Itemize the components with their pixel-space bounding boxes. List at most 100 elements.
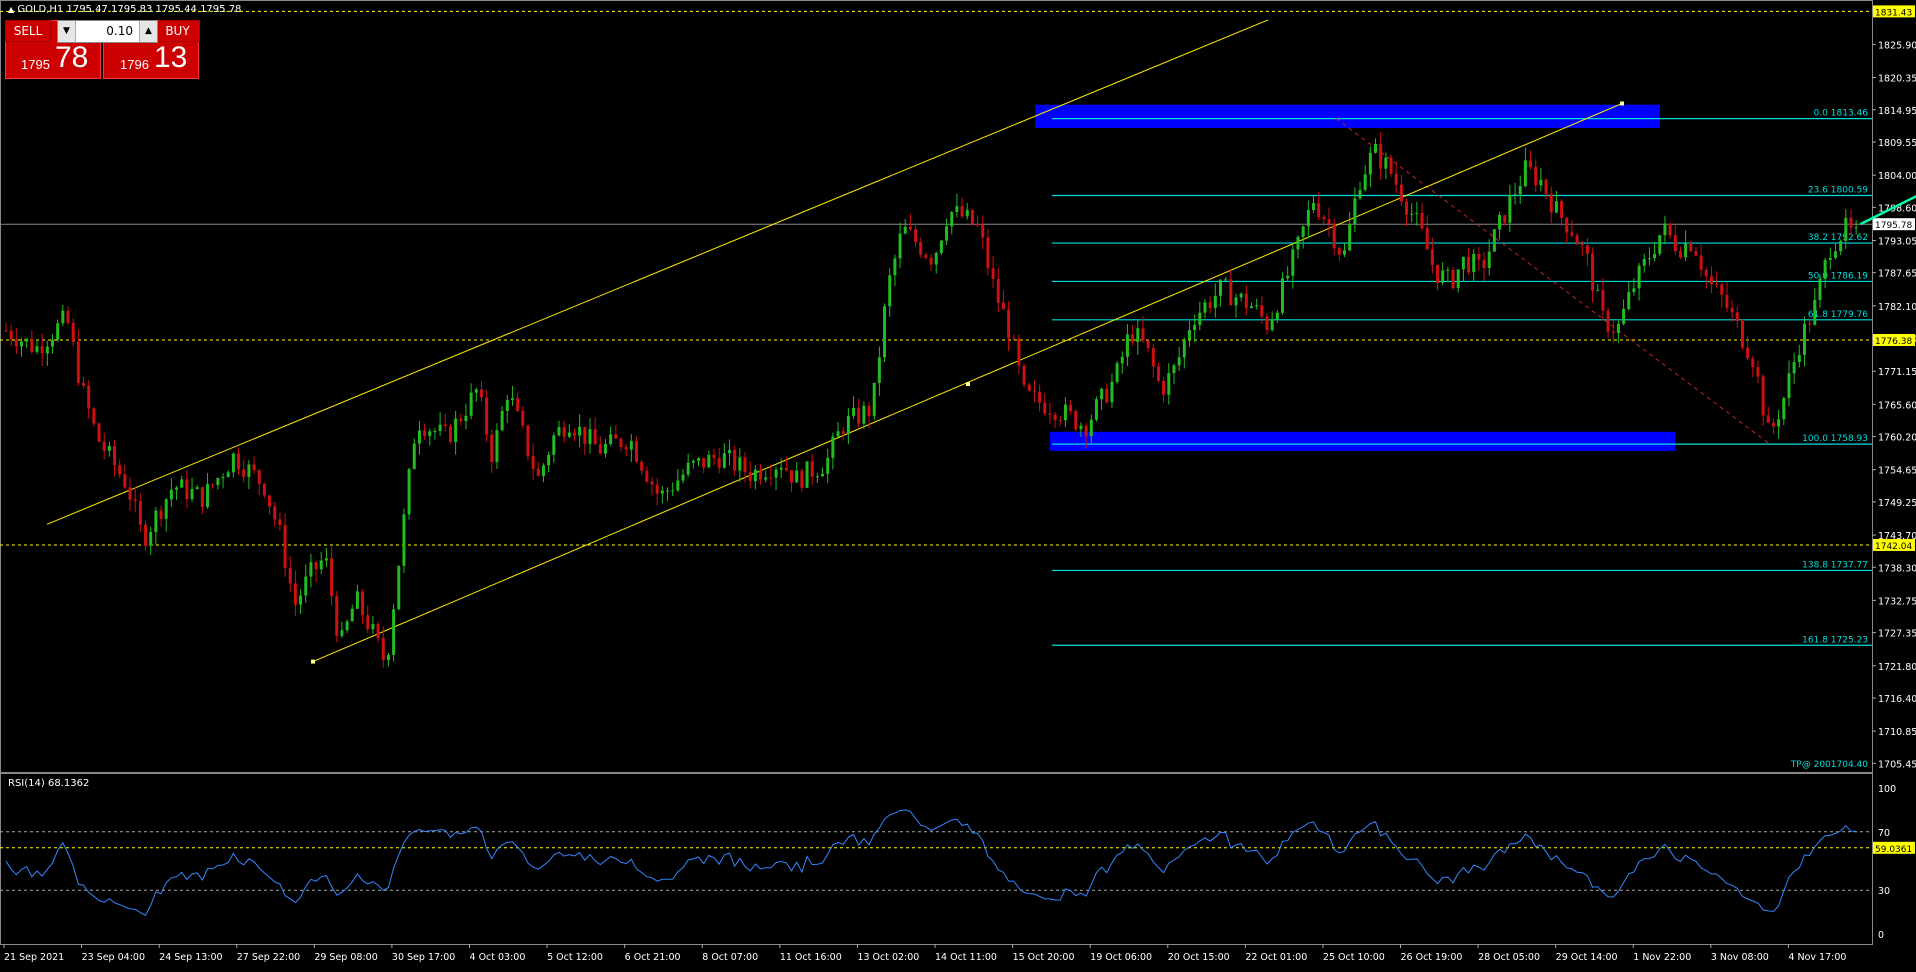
candle-body [1374,143,1378,153]
candle-body [1125,334,1129,357]
candle-body [1131,334,1135,343]
y-tick-label: 1798.60 [1878,203,1916,214]
candle-body [1007,309,1011,339]
candle-body [1105,388,1109,403]
candle-body [1043,402,1047,414]
candle-body [965,209,969,217]
candle-body [190,489,194,500]
candle-body [516,398,520,411]
price-tag-box [1873,333,1915,346]
candle-body [66,310,70,323]
price-tag-label: 1776.38 [1875,337,1912,347]
lot-increase-icon[interactable]: ▲ [139,21,157,42]
sell-button[interactable]: SELL [5,20,51,42]
candle-body [728,449,732,454]
candle-body [1120,356,1124,364]
candle-body [1689,243,1693,252]
lot-size-field[interactable]: ▼ 0.10 ▲ [57,20,158,43]
candle-body [784,467,788,471]
candle-body [175,487,179,490]
candle-body [1585,245,1589,254]
candle-body [247,464,251,477]
candle-body [960,206,964,217]
candle-body [1379,143,1383,169]
candle-body [1203,302,1207,313]
x-tick-label: 28 Oct 05:00 [1478,952,1540,963]
candle-body [883,306,887,358]
candle-body [330,558,334,597]
candle-body [314,562,318,570]
y-tick-label: 1814.95 [1878,106,1916,117]
candle-body [645,470,649,482]
y-tick-label: 1809.55 [1878,138,1916,149]
candle-body [593,429,597,445]
x-tick-label: 24 Sep 13:00 [159,952,222,963]
demand-zone [1050,431,1675,451]
candle-body [857,407,861,424]
candle-body [526,425,530,457]
candle-body [862,405,866,424]
candle-body [237,453,241,470]
candle-body [691,460,695,463]
candle-body [893,258,897,276]
candle-body [56,323,60,340]
candle-body [221,477,225,479]
candle-body [1797,354,1801,363]
candle-body [624,447,628,450]
chart-menu-icon[interactable]: ▲ [8,5,15,14]
candle-body [774,469,778,478]
candle-body [402,514,406,566]
candle-body [154,510,158,533]
candle-body [35,346,39,352]
candle-body [1167,373,1171,395]
candle-body [1477,253,1481,260]
buy-button[interactable]: BUY [155,20,200,42]
price-tag-label: 1742.04 [1875,542,1912,552]
candle-body [293,583,297,605]
x-tick-label: 29 Oct 14:00 [1556,952,1618,963]
candle-body [1012,338,1016,340]
candle-body [1058,419,1062,421]
candle-body [1053,414,1057,420]
candle-body [1467,256,1471,273]
channel-anchor-point [311,659,315,664]
y-tick-label: 1754.65 [1878,466,1916,477]
lot-decrease-icon[interactable]: ▼ [58,21,76,42]
x-tick-label: 30 Sep 17:00 [392,952,455,963]
candle-body [144,524,148,546]
candle-body [991,268,995,279]
candle-body [753,469,757,482]
candle-body [454,418,458,442]
candle-body [128,487,132,500]
price-tag-box [1873,538,1915,551]
candle-body [572,432,576,436]
candle-body [1575,235,1579,245]
candle-body [1549,193,1553,213]
x-tick-label: 6 Oct 21:00 [625,952,681,963]
candle-body [1492,229,1496,252]
candle-body [138,501,142,525]
candle-body [702,458,706,468]
candle-body [1616,323,1620,333]
candle-body [671,490,675,492]
candle-body [924,254,928,258]
candle-body [1498,215,1502,230]
candle-body [836,431,840,437]
fib-level-label: 61.8 1779.76 [1808,310,1868,320]
candle-body [1384,157,1388,169]
candle-body [1151,347,1155,367]
candle-body [562,427,566,437]
x-tick-label: 29 Sep 08:00 [314,952,377,963]
candle-body [1627,292,1631,309]
candle-body [1301,226,1305,237]
price-tag-box [1873,218,1915,231]
candle-body [366,615,370,630]
y-tick-label: 1820.35 [1878,74,1916,85]
candle-body [1658,235,1662,254]
candle-body [1348,224,1352,251]
x-tick-label: 14 Oct 11:00 [935,952,997,963]
candle-body [981,224,985,238]
lot-size-value[interactable]: 0.10 [106,24,133,38]
candle-body [939,240,943,253]
